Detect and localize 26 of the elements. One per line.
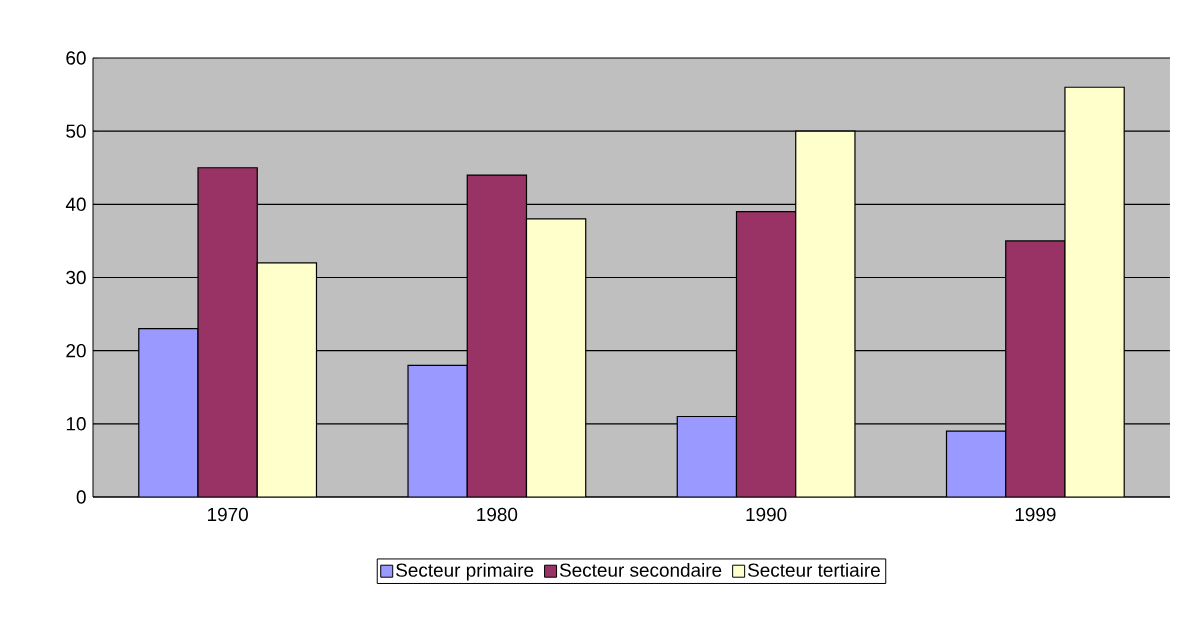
legend-label: Secteur tertiaire xyxy=(748,562,880,577)
y-tick-label: 50 xyxy=(66,124,86,138)
bar xyxy=(735,211,797,497)
y-tick-label: 30 xyxy=(66,270,86,285)
bar xyxy=(138,328,199,497)
x-tick-label: 1980 xyxy=(477,507,518,522)
bar xyxy=(525,218,587,497)
bar xyxy=(1064,86,1125,497)
x-tick-label: 1970 xyxy=(208,507,248,522)
y-tick-label: 40 xyxy=(65,197,86,212)
y-tick-label: 10 xyxy=(66,417,86,431)
bar xyxy=(197,167,258,497)
bar xyxy=(407,364,468,497)
bar xyxy=(1005,240,1066,497)
bar xyxy=(256,262,318,497)
legend-label: Secteur secondaire xyxy=(559,562,722,577)
bar xyxy=(945,430,1007,497)
y-tick-label: 60 xyxy=(66,51,86,65)
bar xyxy=(795,130,856,497)
x-tick-label: 1990 xyxy=(746,507,787,522)
legend-label: Secteur primaire xyxy=(396,562,534,581)
y-tick-label: 20 xyxy=(66,343,86,358)
bar xyxy=(466,174,528,497)
y-tick-label: 0 xyxy=(76,490,86,504)
bar xyxy=(676,415,738,497)
x-tick-label: 1999 xyxy=(1015,507,1056,522)
